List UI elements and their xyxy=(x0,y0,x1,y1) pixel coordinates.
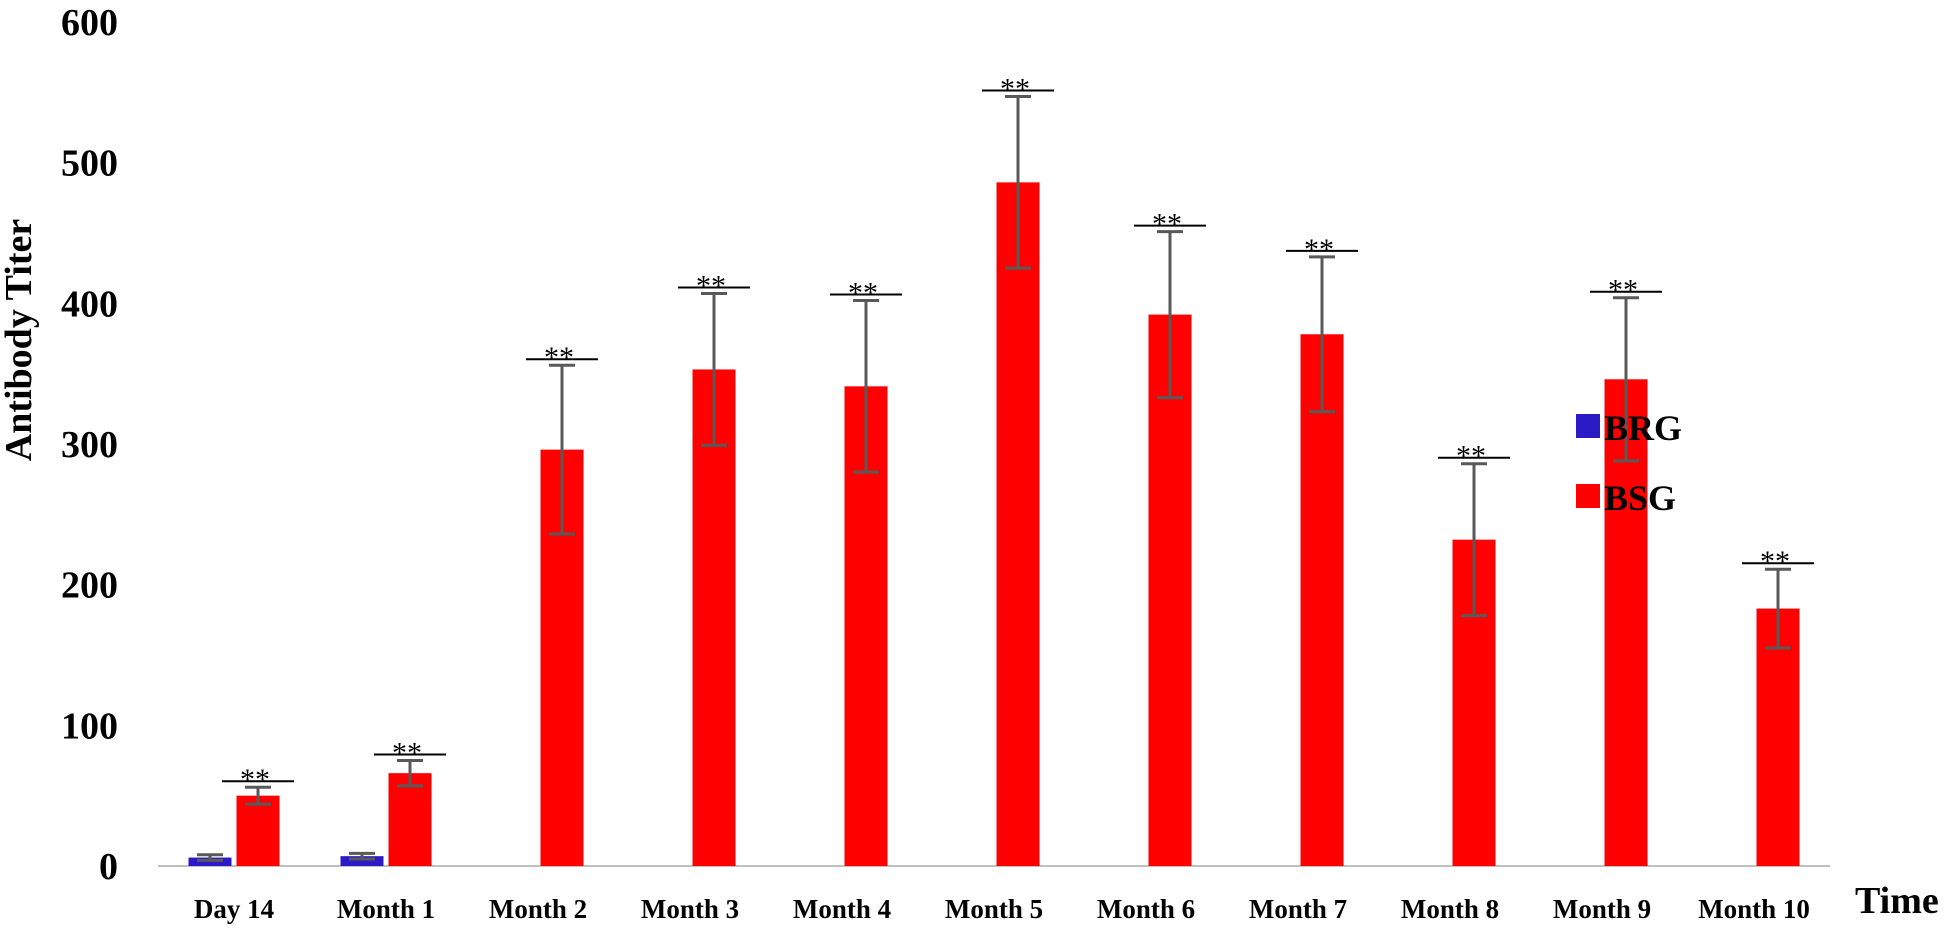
legend-label: BRG xyxy=(1604,408,1682,448)
y-axis-ticks: 0 100 200 300 400 500 600 xyxy=(61,2,118,888)
error-bar xyxy=(245,785,271,806)
error-bar xyxy=(1765,567,1791,650)
legend-swatch xyxy=(1576,414,1600,438)
bar-bsg xyxy=(996,182,1040,867)
error-bar xyxy=(349,851,375,861)
svg-text:**: ** xyxy=(696,269,726,302)
x-tick-label: Month 10 xyxy=(1698,894,1810,924)
significance-mark: ** xyxy=(982,73,1054,106)
svg-text:**: ** xyxy=(1608,274,1638,307)
bar-bsg xyxy=(1148,314,1192,866)
significance-mark: ** xyxy=(830,277,902,310)
error-bar xyxy=(397,759,423,788)
bar-bsg xyxy=(388,773,432,866)
significance-mark: ** xyxy=(1286,233,1358,266)
svg-text:**: ** xyxy=(1000,73,1030,106)
y-tick-label: 100 xyxy=(61,705,118,747)
svg-text:**: ** xyxy=(392,737,422,770)
y-tick-label: 500 xyxy=(61,143,118,185)
x-tick-label: Day 14 xyxy=(194,894,274,924)
x-axis-title: Time xyxy=(1855,880,1939,922)
significance-mark: ** xyxy=(526,341,598,374)
significance-mark: ** xyxy=(222,763,294,796)
y-tick-label: 200 xyxy=(61,565,118,607)
svg-text:**: ** xyxy=(848,277,878,310)
legend-label: BSG xyxy=(1604,478,1676,518)
error-bar xyxy=(853,299,879,474)
legend-item-bsg: BSG xyxy=(1576,478,1676,518)
x-tick-label: Month 5 xyxy=(945,894,1043,924)
y-tick-label: 0 xyxy=(99,846,118,888)
svg-text:**: ** xyxy=(1456,440,1486,473)
error-bar xyxy=(1005,95,1031,270)
svg-text:**: ** xyxy=(1760,545,1790,578)
x-axis-ticks: Day 14 Month 1 Month 2 Month 3 Month 4 Month … xyxy=(194,894,1810,924)
significance-mark: ** xyxy=(1134,208,1206,241)
bar-brg xyxy=(340,856,384,866)
x-tick-label: Month 7 xyxy=(1249,894,1347,924)
svg-text:**: ** xyxy=(1304,233,1334,266)
legend: BRG BSG xyxy=(1576,408,1682,518)
error-bar xyxy=(1613,296,1639,463)
svg-text:**: ** xyxy=(1152,208,1182,241)
y-tick-label: 300 xyxy=(61,424,118,466)
x-tick-label: Month 9 xyxy=(1553,894,1651,924)
y-tick-label: 400 xyxy=(61,283,118,325)
svg-text:**: ** xyxy=(240,763,270,796)
x-tick-label: Month 6 xyxy=(1097,894,1195,924)
x-tick-label: Month 2 xyxy=(489,894,587,924)
error-bar xyxy=(197,853,223,862)
error-bar xyxy=(1461,462,1487,618)
error-bar xyxy=(549,363,575,536)
significance-mark: ** xyxy=(1742,545,1814,578)
x-tick-label: Month 4 xyxy=(793,894,891,924)
significance-mark: ** xyxy=(1590,274,1662,307)
significance-marks: ** ** ** ** ** ** ** ** ** ** ** xyxy=(222,73,1814,796)
significance-mark: ** xyxy=(678,269,750,302)
bars xyxy=(188,182,1800,867)
x-tick-label: Month 3 xyxy=(641,894,739,924)
x-tick-label: Month 8 xyxy=(1401,894,1499,924)
significance-mark: ** xyxy=(1438,440,1510,473)
svg-text:**: ** xyxy=(544,341,574,374)
y-axis-title: Antibody Titer xyxy=(0,219,40,462)
x-tick-label: Month 1 xyxy=(337,894,435,924)
error-bar xyxy=(1157,230,1183,400)
bar-bsg xyxy=(1756,608,1800,866)
bar-bsg xyxy=(1300,334,1344,866)
bar-bsg xyxy=(236,795,280,866)
error-bar xyxy=(1309,255,1335,414)
significance-mark: ** xyxy=(374,737,446,770)
legend-item-brg: BRG xyxy=(1576,408,1682,448)
error-bar xyxy=(701,291,727,447)
bar-bsg xyxy=(692,369,736,866)
y-tick-label: 600 xyxy=(61,2,118,44)
error-bars xyxy=(197,95,1791,862)
legend-swatch xyxy=(1576,484,1600,508)
